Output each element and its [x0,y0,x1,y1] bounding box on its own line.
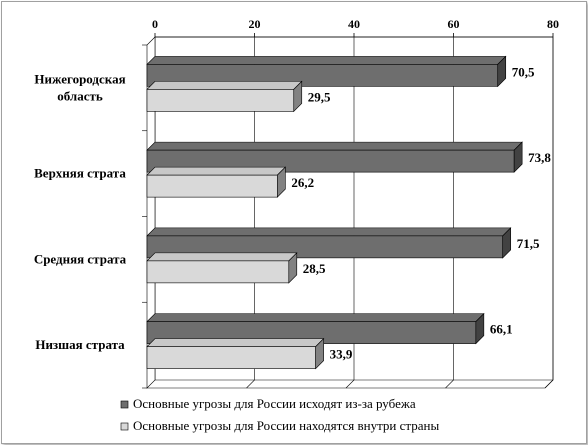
bar-top-face [146,141,523,151]
bar-end-face [475,312,485,345]
bar-top-face [146,56,507,65]
gridline-floor [445,379,454,389]
bar-end-face [497,55,507,88]
category-label: Низшая страта [35,337,125,352]
legend-swatch [120,400,129,409]
bar [146,174,278,198]
category-label: Средняя страта [34,251,127,266]
bar-top-face [146,313,485,322]
category-label: Верхняя страта [34,166,126,181]
data-label: 73,8 [528,150,551,165]
bar-top-face [146,252,298,262]
bar-end-face [293,80,303,113]
bar-end-face [502,227,512,259]
bar-top-face [146,166,287,176]
bar-end-face [277,166,286,198]
bar-top-face [146,338,325,347]
bar-end-face [513,141,523,173]
x-tick-label: 40 [348,17,360,31]
gridline-floor [544,379,554,389]
data-label: 29,5 [308,89,331,104]
x-tick-label: 0 [152,17,158,31]
legend-swatch [120,422,129,431]
data-label: 26,2 [291,175,314,190]
bar-top-face [146,227,512,237]
bar-end-face [288,252,298,284]
gridline-floor [246,379,255,389]
data-label: 71,5 [517,236,540,251]
category-label: Нижегородская [34,71,125,86]
bar-top-face [146,81,303,90]
legend-entry: Основные угрозы для России исходят из-за… [133,396,416,411]
gridline-floor [345,379,355,389]
data-label: 28,5 [303,261,326,276]
x-tick-label: 60 [448,17,460,31]
legend-entry: Основные угрозы для России находятся вну… [133,418,439,433]
x-tick-label: 20 [249,17,261,31]
bar-end-face [315,337,324,370]
bar [146,346,316,369]
bar [146,89,295,112]
data-label: 70,5 [512,64,535,79]
bar [146,260,290,284]
x-tick-label: 80 [547,17,559,31]
data-label: 66,1 [490,322,513,337]
data-label: 33,9 [330,347,353,362]
category-label: область [57,88,103,103]
